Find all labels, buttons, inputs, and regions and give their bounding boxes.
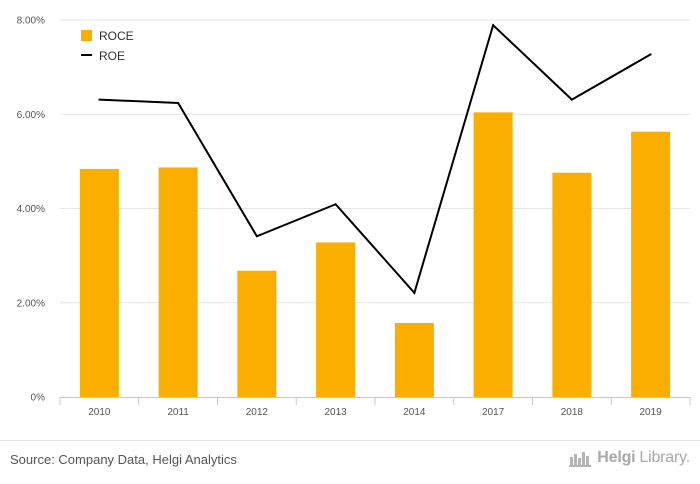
legend-swatch-roce xyxy=(81,30,92,41)
x-tick-label: 2013 xyxy=(325,407,348,418)
legend-label-roe: ROE xyxy=(99,49,125,63)
roe-point xyxy=(492,24,495,27)
roce-bar xyxy=(316,242,356,397)
x-tick-label: 2010 xyxy=(88,407,111,418)
x-tick-label: 2011 xyxy=(167,407,189,418)
roe-line xyxy=(98,23,652,295)
grid-lines xyxy=(60,19,690,304)
roe-point xyxy=(334,203,337,206)
roce-bars xyxy=(79,112,671,398)
y-tick-label: 0% xyxy=(31,393,46,404)
combo-chart: 0%2.00%4.00%6.00%8.00% 2010 2011 2012 2013 2… xyxy=(17,16,691,418)
x-axis: 2010 2011 2012 2013 2014 2017 2018 2019 xyxy=(59,397,691,418)
legend: ROCE ROE xyxy=(81,29,134,63)
roe-point xyxy=(649,53,652,56)
x-tick-label: 2019 xyxy=(640,407,663,418)
brand-logo[interactable]: Helgi Library. xyxy=(569,449,690,467)
roce-bar xyxy=(237,270,277,397)
roe-point xyxy=(177,101,180,104)
roe-point xyxy=(98,98,101,101)
roe-point xyxy=(413,291,416,294)
roe-point xyxy=(255,235,258,238)
x-tick-label: 2014 xyxy=(403,407,426,418)
x-tick-label: 2018 xyxy=(561,407,584,418)
footer: Source: Company Data, Helgi Analytics He… xyxy=(0,440,700,484)
roce-bar xyxy=(79,168,119,397)
brand-name-strong: Helgi xyxy=(597,449,636,466)
y-axis: 0% 2.00% 4.00% 6.00% 8.00% xyxy=(17,16,45,404)
y-tick-label: 4.00% xyxy=(17,204,45,215)
legend-label-roce: ROCE xyxy=(99,29,134,43)
helgi-library-logo-icon xyxy=(569,452,592,467)
roce-bar xyxy=(394,323,434,397)
brand-name-rest: Library. xyxy=(639,449,690,466)
roe-line-path xyxy=(99,23,652,295)
y-tick-label: 8.00% xyxy=(17,16,45,27)
roce-bar xyxy=(473,112,513,398)
source-note: Source: Company Data, Helgi Analytics xyxy=(10,452,237,467)
roce-bar xyxy=(158,167,198,397)
x-tick-label: 2017 xyxy=(482,407,505,418)
y-tick-label: 2.00% xyxy=(17,298,45,309)
roe-point xyxy=(570,98,573,101)
roce-bar xyxy=(631,131,671,397)
x-tick-label: 2012 xyxy=(246,407,269,418)
y-tick-label: 6.00% xyxy=(17,110,45,121)
roce-bar xyxy=(552,172,592,397)
